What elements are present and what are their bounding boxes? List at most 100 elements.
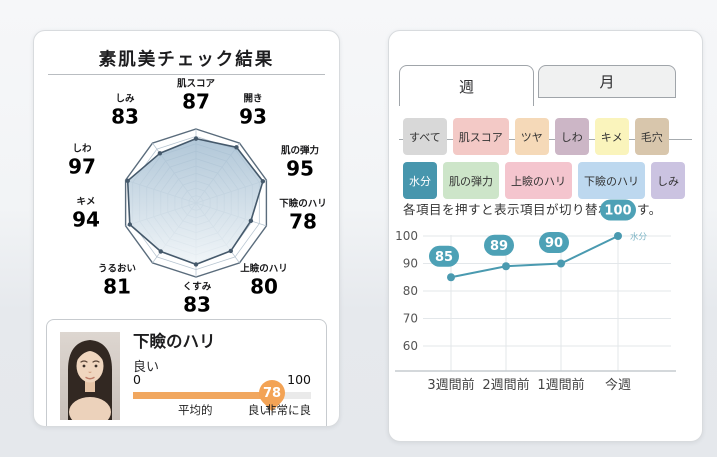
- tab-month[interactable]: 月: [538, 65, 676, 98]
- radar-axis-name: しみ: [115, 93, 135, 105]
- radar-axis-value: 93: [239, 104, 267, 129]
- radar-label-5: くすみ 83: [182, 281, 212, 317]
- radar-data-point: [125, 178, 130, 184]
- radar-axis-name: キメ: [76, 196, 96, 208]
- radar-data-point: [260, 179, 266, 184]
- radar-label-1: 開き 93: [239, 93, 267, 129]
- radar-axis-value: 97: [68, 154, 96, 179]
- x-tick-label: 2週間前: [482, 377, 529, 393]
- radar-axis-value: 83: [183, 292, 211, 317]
- tick-very-good: 非常に良: [265, 403, 311, 417]
- value-bubble: [429, 245, 459, 267]
- score-slider: 0 100 78 平均的 良い 非常に良: [133, 372, 311, 424]
- y-tick-label: 70: [403, 312, 418, 326]
- chip-moisture[interactable]: 水分: [403, 162, 437, 199]
- chip-upper-eyelid-firmness[interactable]: 上瞼のハリ: [505, 162, 572, 199]
- value-bubble: [600, 199, 636, 221]
- tick-good: 良い: [247, 403, 271, 417]
- y-tick-label: 80: [403, 284, 418, 298]
- radar-label-7: キメ 94: [72, 196, 100, 232]
- data-point: [614, 232, 622, 240]
- slider-track: 78: [133, 374, 311, 412]
- chip-all[interactable]: すべて: [403, 118, 447, 155]
- detail-rating: 良い: [133, 360, 160, 375]
- chip-lower-eyelid-firmness[interactable]: 下瞼のハリ: [578, 162, 645, 199]
- radar-axis-name: 開き: [243, 93, 263, 105]
- radar-axis-value: 87: [182, 89, 210, 114]
- radar-axis-name: 肌スコア: [176, 78, 216, 90]
- radar-axis-value: 83: [111, 104, 139, 129]
- scale-max-label: 100: [287, 372, 311, 387]
- radar-label-2: 肌の弾力 95: [280, 145, 320, 181]
- chip-skin-score[interactable]: 肌スコア: [452, 118, 509, 155]
- value-bubble-text: 90: [545, 236, 563, 251]
- x-tick-label: 1週間前: [537, 377, 584, 393]
- instruction-note: 各項目を押すと表示項目が切り替わります。: [403, 202, 662, 217]
- radar-chart: 肌スコア 87 開き 93 肌の弾力 95 下瞼のハリ 78 上瞼のハリ 80 くすみ 83 うるおい 8…: [68, 78, 327, 323]
- radar-data-point: [193, 136, 199, 141]
- y-tick-label: 60: [403, 339, 418, 353]
- radar-data-point: [158, 249, 163, 254]
- chip-pores[interactable]: 毛穴: [634, 118, 669, 155]
- radar-data-polygon: [126, 137, 264, 266]
- radar-label-9: しみ 83: [111, 93, 139, 129]
- metric-detail-panel: 下瞼のハリ 良い 0 100 78 平均的 良い: [46, 319, 327, 426]
- detail-metric-name: 下瞼のハリ: [133, 332, 216, 351]
- radar-label-6: うるおい 81: [97, 263, 137, 299]
- data-point: [502, 262, 510, 271]
- chip-gloss[interactable]: ツヤ: [514, 118, 549, 155]
- radar-chart-svg: [124, 128, 268, 278]
- radar-axis-name: くすみ: [182, 281, 212, 293]
- data-point: [557, 259, 565, 268]
- radar-axis-name: うるおい: [97, 263, 137, 275]
- trend-line-chart: 100 90 80 70 60 3週間前 2週間前 1週間前 今週 85 89 90 100 水分: [395, 199, 676, 393]
- slider-fill: [133, 392, 272, 399]
- chip-texture[interactable]: キメ: [594, 118, 629, 155]
- radar-data-point: [234, 145, 239, 150]
- radar-axis-value: 81: [103, 274, 131, 299]
- radar-data-point: [127, 222, 133, 227]
- value-bubble: [484, 234, 514, 256]
- tab-week[interactable]: 週: [399, 65, 534, 106]
- radar-label-4: 上瞼のハリ 80: [240, 263, 288, 299]
- radar-axis-name: 下瞼のハリ: [279, 198, 327, 210]
- data-point: [447, 273, 455, 282]
- radar-data-point: [157, 151, 163, 156]
- radar-label-3: 下瞼のハリ 78: [279, 198, 327, 234]
- scale-min-label: 0: [133, 372, 141, 387]
- radar-label-8: しわ 97: [68, 143, 96, 179]
- radar-axis-name: 上瞼のハリ: [240, 263, 288, 275]
- value-bubble-text: 100: [604, 204, 631, 219]
- skin-check-result-card: 素肌美チェック結果 肌スコア 87 開き 93 肌の弾力 95 下瞼のハリ 78 上瞼のハリ 80…: [33, 30, 340, 427]
- woman-portrait-photo: [60, 332, 120, 420]
- history-chart-card: 週月 すべて 肌スコア ツヤ しわ キメ 毛穴 水分 肌の弾力 上瞼のハリ 下瞼のハリ しみ 各項…: [388, 30, 703, 442]
- radar-data-point: [193, 262, 199, 267]
- radar-axis-value: 80: [250, 274, 278, 299]
- card-title: 素肌美チェック結果: [98, 50, 275, 70]
- radar-axis-name: 肌の弾力: [280, 145, 320, 157]
- tick-average: 平均的: [178, 403, 213, 417]
- x-tick-label: 今週: [605, 377, 631, 393]
- value-bubble-text: 85: [435, 250, 453, 265]
- portrait-illustration: [60, 332, 120, 420]
- chip-spots[interactable]: しみ: [651, 162, 685, 199]
- radar-axis-value: 78: [289, 209, 317, 234]
- value-bubble: [539, 232, 569, 253]
- radar-axis-value: 95: [286, 156, 314, 181]
- slider-tick-labels: 平均的 良い 非常に良: [133, 402, 311, 419]
- title-divider: [48, 74, 325, 75]
- x-tick-label: 3週間前: [427, 377, 474, 393]
- radar-axis-value: 94: [72, 207, 100, 232]
- chip-elasticity[interactable]: 肌の弾力: [443, 162, 499, 199]
- filter-chip-row-2: 水分 肌の弾力 上瞼のハリ 下瞼のハリ しみ: [403, 162, 696, 199]
- trend-line: [450, 235, 619, 279]
- tab-row: 週月: [399, 65, 692, 140]
- y-tick-label: 100: [395, 229, 418, 243]
- radar-data-point: [248, 218, 254, 224]
- value-bubble-text: 89: [490, 239, 508, 254]
- radar-axis-name: しわ: [72, 143, 92, 155]
- chip-wrinkles[interactable]: しわ: [554, 118, 589, 155]
- filter-chip-row-1: すべて 肌スコア ツヤ しわ キメ 毛穴: [403, 118, 696, 155]
- y-tick-label: 90: [403, 257, 418, 271]
- radar-label-0: 肌スコア 87: [176, 78, 216, 114]
